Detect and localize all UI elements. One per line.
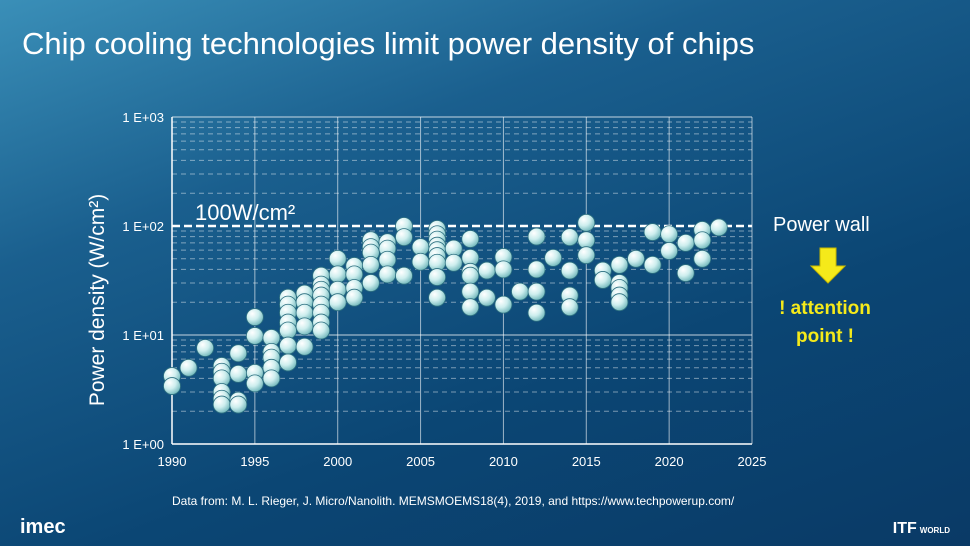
- data-point: [328, 293, 347, 312]
- itf-world-logo: ITF WORLD: [893, 520, 950, 538]
- x-tick-label: 2005: [406, 454, 435, 469]
- data-point: [328, 265, 347, 284]
- x-tick-label: 2020: [655, 454, 684, 469]
- data-point: [527, 282, 546, 301]
- data-point: [527, 260, 546, 279]
- data-point: [328, 249, 347, 268]
- data-point: [461, 230, 480, 248]
- data-point: [411, 252, 430, 271]
- x-tick-label: 2010: [489, 454, 518, 469]
- data-point: [395, 266, 413, 285]
- data-point: [312, 321, 331, 340]
- data-point: [560, 261, 579, 280]
- y-tick-label: 1 E+00: [122, 437, 164, 452]
- data-point: [577, 213, 596, 232]
- data-point: [477, 261, 496, 280]
- data-point: [428, 268, 447, 286]
- data-point: [212, 395, 231, 414]
- data-point: [361, 255, 380, 274]
- world-text: WORLD: [919, 526, 950, 535]
- data-point: [395, 228, 413, 247]
- data-point: [643, 223, 662, 241]
- threshold-label: 100W/cm²: [195, 200, 295, 225]
- source-note: Data from: M. L. Rieger, J. Micro/Nanoli…: [172, 494, 735, 508]
- data-point: [560, 298, 579, 317]
- data-point: [428, 288, 447, 307]
- itf-text: ITF: [892, 520, 917, 537]
- y-tick-label: 1 E+02: [122, 219, 164, 234]
- data-point: [676, 264, 695, 282]
- data-point: [461, 282, 480, 301]
- data-point: [527, 303, 546, 322]
- data-point: [560, 228, 579, 247]
- data-point: [163, 377, 181, 395]
- x-tick-label: 1990: [158, 454, 187, 469]
- data-point: [279, 321, 297, 340]
- data-point: [461, 266, 480, 285]
- data-point: [643, 255, 662, 274]
- data-point: [245, 308, 264, 326]
- data-point: [461, 298, 480, 317]
- y-axis-label: Power density (W/cm²): [86, 194, 109, 406]
- data-point: [660, 242, 679, 260]
- data-point: [378, 265, 397, 284]
- data-point: [245, 327, 264, 345]
- data-point: [179, 358, 198, 377]
- slide-title: Chip cooling technologies limit power de…: [22, 26, 755, 61]
- y-tick-label: 1 E+01: [122, 328, 164, 343]
- x-tick-label: 2000: [323, 454, 352, 469]
- data-point: [279, 353, 297, 372]
- x-tick-label: 2015: [572, 454, 601, 469]
- data-point: [477, 288, 496, 307]
- data-point: [345, 288, 364, 307]
- data-point: [295, 337, 314, 356]
- data-point: [229, 395, 248, 414]
- attention-point-label: ! attention point !: [760, 295, 890, 351]
- data-point: [196, 339, 215, 357]
- data-point: [295, 317, 314, 336]
- x-tick-label: 2025: [738, 454, 767, 469]
- data-point: [709, 218, 728, 237]
- attention-line-2: point !: [795, 326, 855, 347]
- data-point: [610, 255, 629, 274]
- data-point: [262, 369, 281, 388]
- y-tick-label: 1 E+03: [122, 110, 164, 125]
- data-point: [627, 249, 645, 268]
- data-point: [593, 271, 612, 289]
- data-point: [494, 260, 513, 279]
- data-point: [494, 295, 513, 314]
- imec-logo: imec: [20, 516, 66, 538]
- data-point: [361, 274, 380, 292]
- data-point: [245, 374, 264, 393]
- data-point: [511, 282, 529, 301]
- data-point: [229, 364, 248, 383]
- data-point: [577, 246, 596, 265]
- data-point: [676, 233, 695, 252]
- power-wall-label: Power wall: [773, 214, 870, 236]
- attention-line-1: ! attention: [779, 298, 871, 319]
- x-tick-label: 1995: [240, 454, 269, 469]
- data-point: [527, 227, 546, 246]
- data-point: [693, 249, 712, 268]
- data-point: [660, 225, 679, 244]
- data-point: [229, 344, 248, 363]
- data-point: [279, 336, 297, 355]
- data-point: [610, 293, 629, 312]
- data-point: [577, 231, 596, 250]
- data-point: [544, 248, 563, 267]
- data-point: [693, 231, 712, 250]
- data-point: [444, 253, 463, 272]
